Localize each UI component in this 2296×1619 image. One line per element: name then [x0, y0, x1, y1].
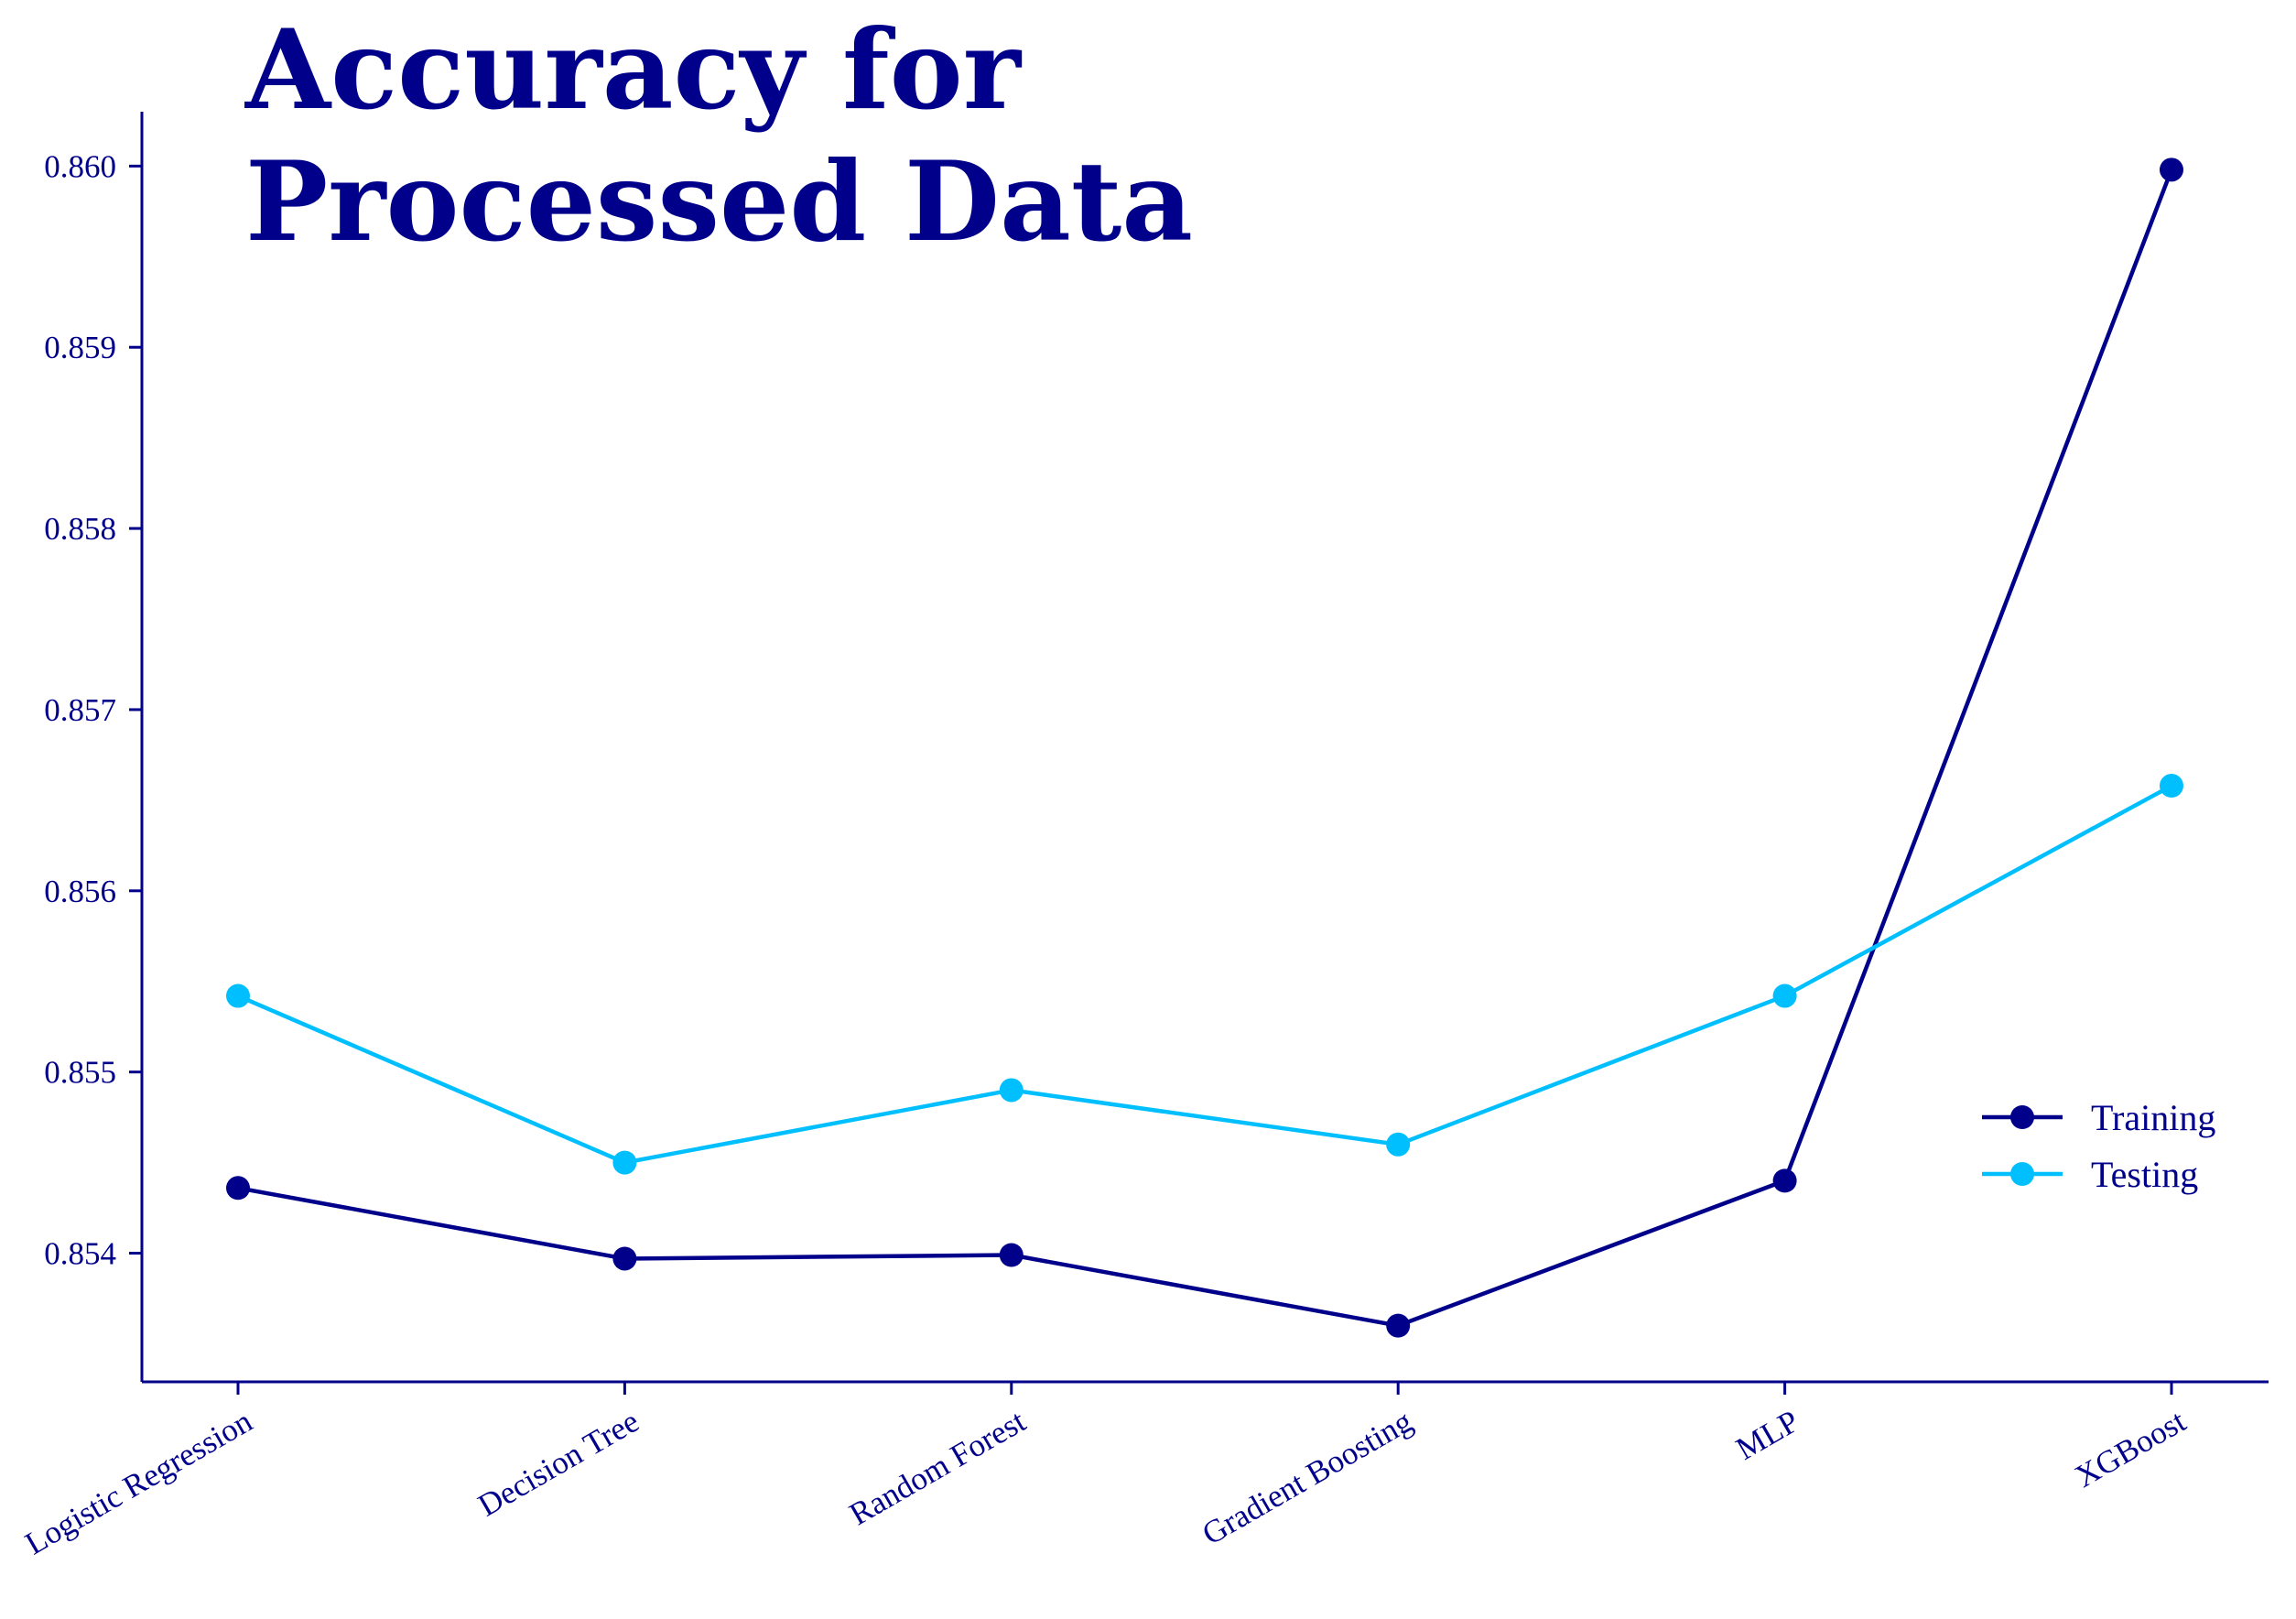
- legend-label: Training: [2091, 1097, 2215, 1138]
- y-axis-ticks: 0.854 0.855 0.856 0.857 0.858 0.859 0.860: [44, 148, 142, 1272]
- y-tick-label: 0.854: [44, 1236, 116, 1272]
- series-line: [237, 784, 2173, 1165]
- data-point: [1772, 983, 1797, 1008]
- x-tick-label: Logistic Regression: [19, 1403, 258, 1561]
- data-point: [999, 1243, 1023, 1267]
- y-tick-label: 0.860: [44, 148, 116, 184]
- legend-marker: [2010, 1162, 2034, 1186]
- chart-title: Accuracy for Processed Data: [244, 5, 1193, 266]
- data-point: [1772, 1168, 1797, 1193]
- y-tick-label: 0.855: [44, 1055, 116, 1091]
- y-tick-label: 0.858: [44, 511, 116, 547]
- data-point: [2160, 774, 2183, 799]
- data-point: [612, 1246, 637, 1271]
- legend: Training Testing: [1982, 1097, 2215, 1195]
- x-tick-label: Gradient Boosting: [1197, 1403, 1419, 1552]
- series-line: [237, 168, 2174, 1328]
- data-point: [1386, 1132, 1411, 1157]
- legend-item-training: Training: [1982, 1097, 2215, 1138]
- data-point: [226, 983, 250, 1008]
- chart-title-line-1: Accuracy for: [244, 5, 1023, 135]
- legend-label: Testing: [2091, 1154, 2198, 1195]
- chart-title-line-2: Processed Data: [245, 137, 1193, 266]
- y-tick-label: 0.859: [44, 330, 116, 365]
- x-axis-ticks: Logistic Regression Decision Tree Random F…: [19, 1382, 2192, 1561]
- series-training: [226, 158, 2183, 1338]
- data-point: [999, 1078, 1023, 1103]
- legend-item-testing: Testing: [1982, 1154, 2198, 1195]
- data-point: [1386, 1313, 1411, 1338]
- x-tick-label: MLP: [1730, 1403, 1805, 1467]
- y-tick-label: 0.856: [44, 874, 116, 909]
- x-tick-label: XGBoost: [2069, 1403, 2192, 1494]
- legend-marker: [2010, 1105, 2034, 1129]
- data-point: [612, 1150, 637, 1175]
- x-tick-label: Random Forest: [843, 1403, 1032, 1532]
- data-point: [226, 1176, 250, 1201]
- chart-axes: [140, 112, 2269, 1384]
- x-tick-label: Decision Tree: [472, 1403, 645, 1523]
- data-point: [2160, 158, 2183, 182]
- chart-series: [226, 158, 2183, 1338]
- series-testing: [226, 774, 2183, 1175]
- y-tick-label: 0.857: [44, 692, 116, 728]
